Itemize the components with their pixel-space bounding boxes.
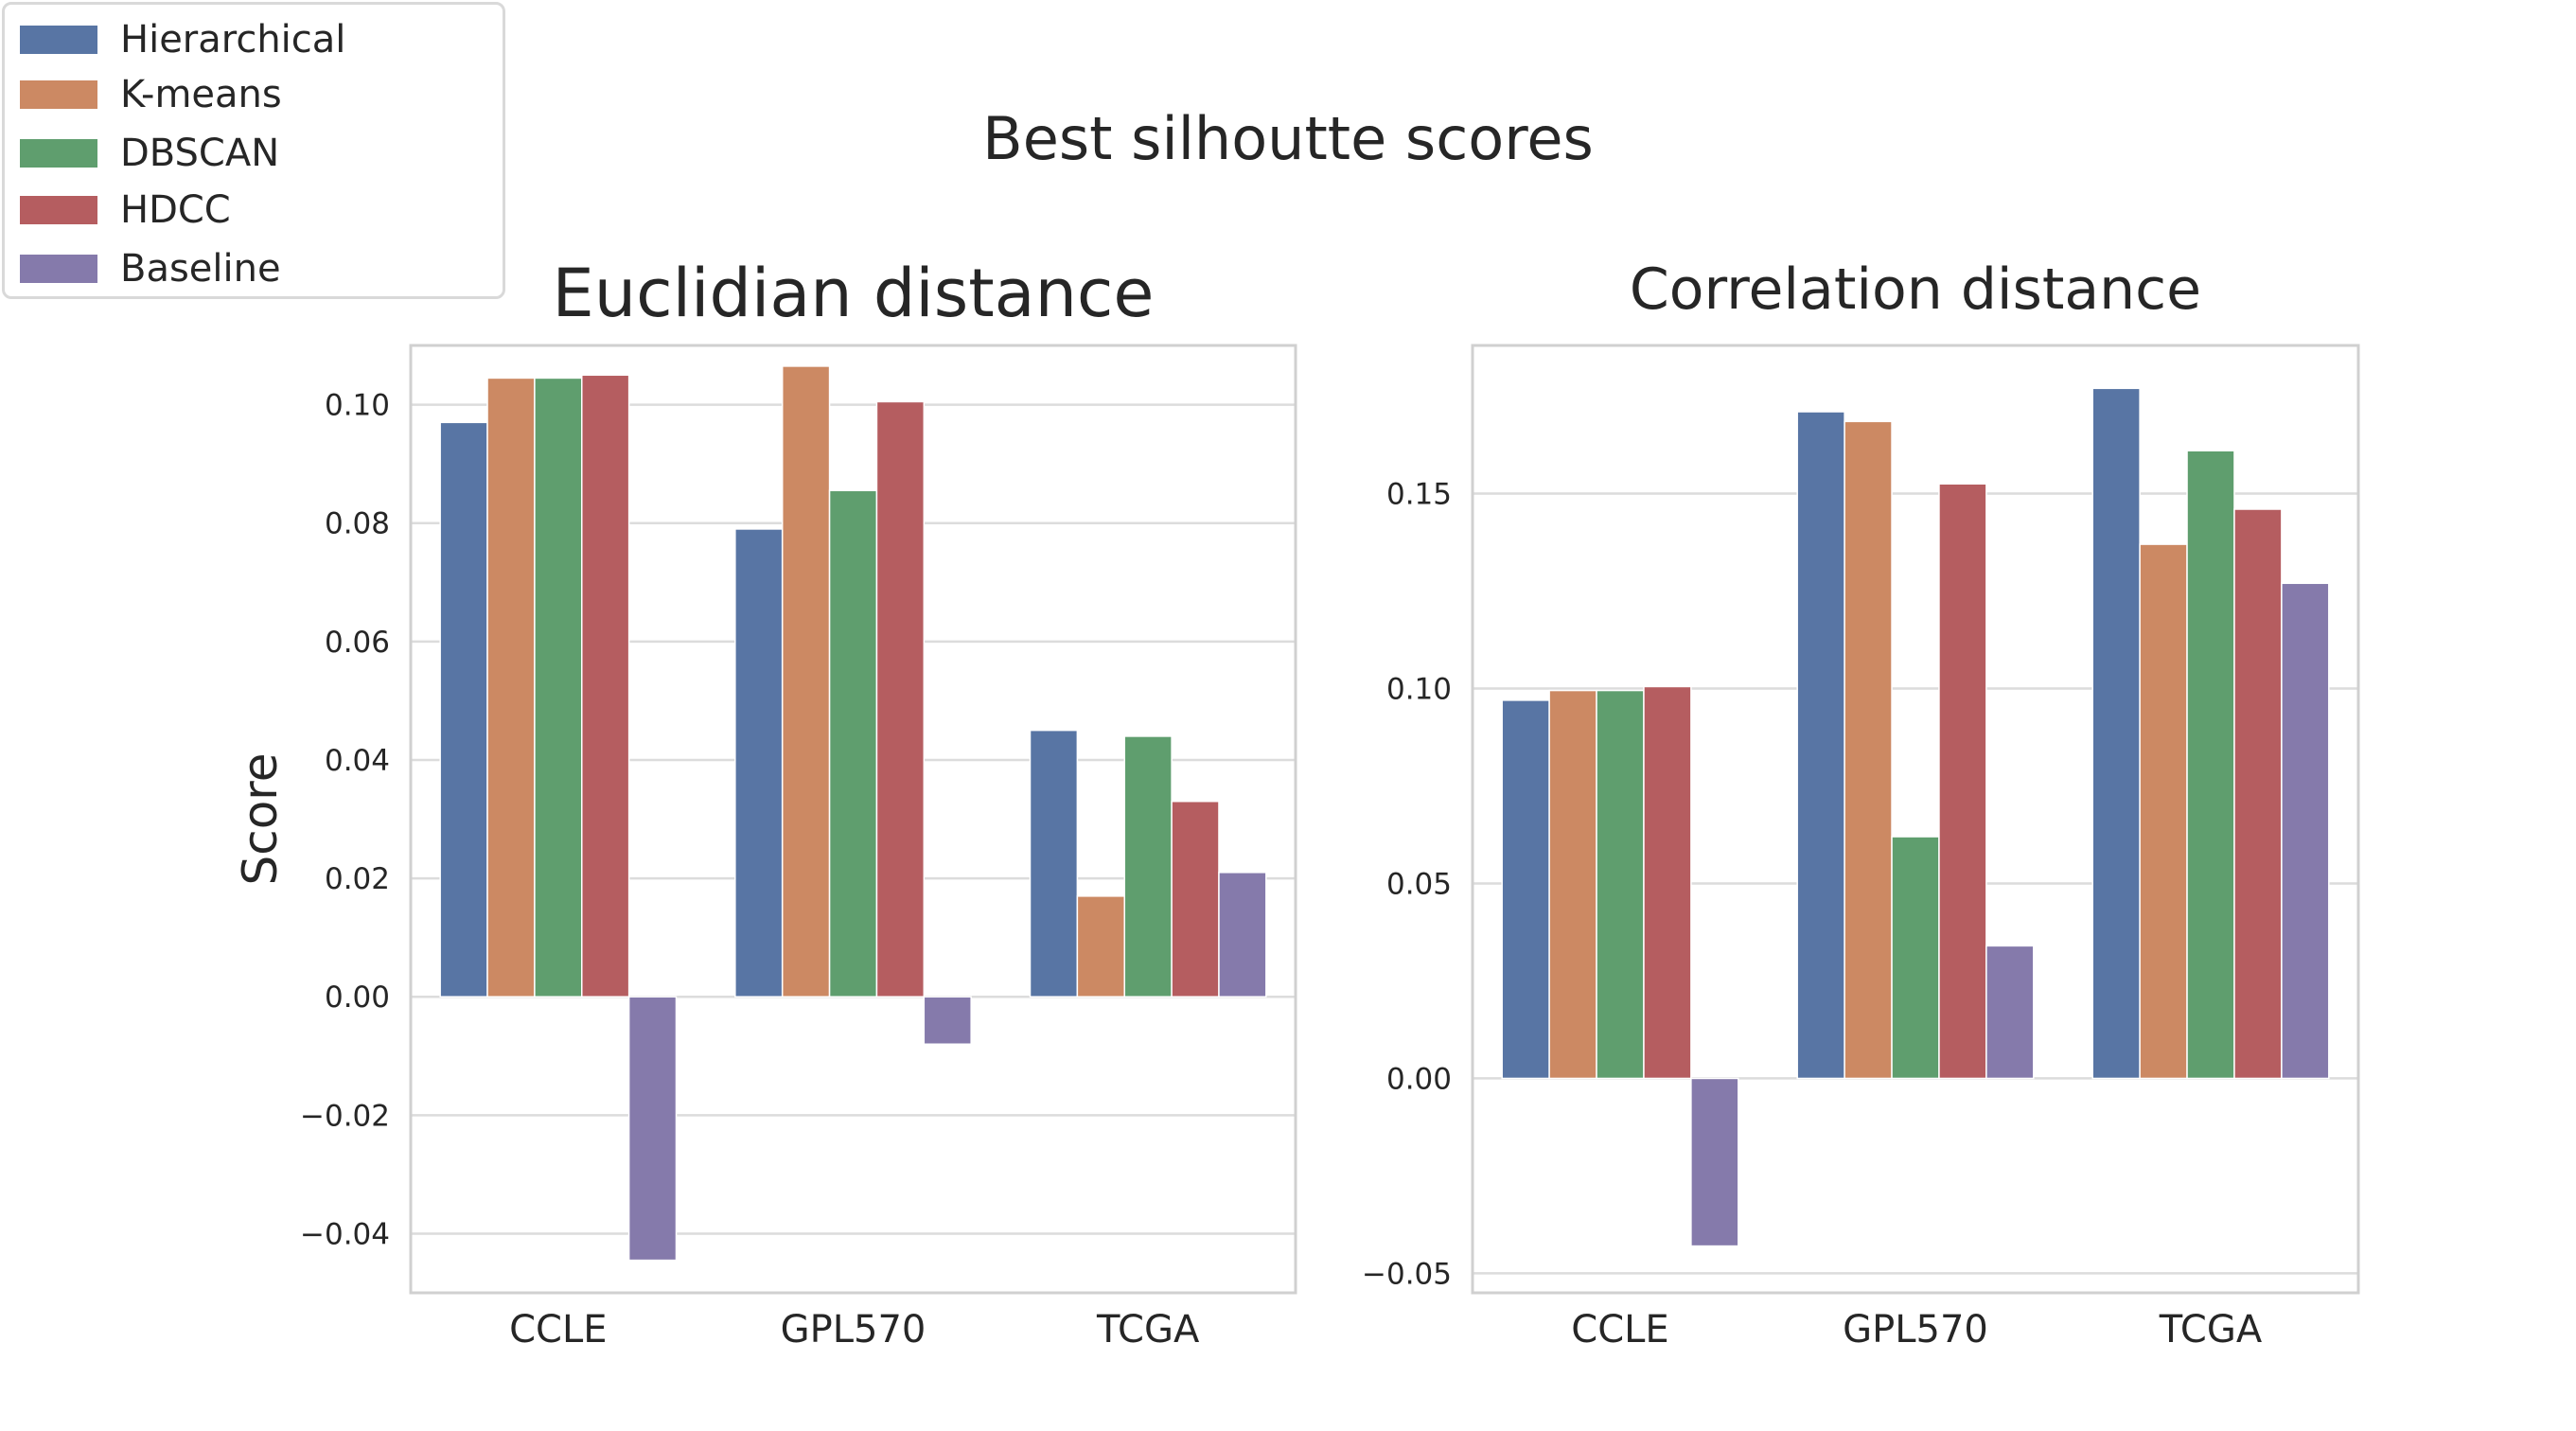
panel-1-frame — [409, 344, 1297, 1295]
panel-1-bar-k-means-gpl570 — [781, 365, 831, 998]
panel-1-ylabel: Score — [233, 752, 288, 885]
panel-2-xtick-label: GPL570 — [1843, 1308, 1988, 1352]
panel-2-ytick-label: 0.10 — [1386, 673, 1452, 707]
panel-2-xtick-label: TCGA — [2159, 1308, 2263, 1352]
panel-1-bar-hdcc-gpl570 — [875, 400, 926, 998]
panel-1-bar-dbscan-gpl570 — [828, 489, 878, 998]
panel-1-bar-hdcc-tcga — [1171, 800, 1220, 998]
panel-1-title: Euclidian distance — [553, 255, 1155, 332]
panel-2-ytick-label: 0.00 — [1386, 1062, 1452, 1096]
panel-2-bar-hdcc-ccle — [1643, 685, 1692, 1080]
panel-1-ytick-label: 0.10 — [325, 389, 390, 423]
panel-1-ytick-label: 0.00 — [325, 980, 390, 1015]
legend-label: Baseline — [120, 247, 281, 291]
panel-2-bar-hierarchical-gpl570 — [1796, 411, 1845, 1080]
panel-2-frame — [1471, 344, 2360, 1295]
panel-2-bar-hdcc-gpl570 — [1938, 483, 1987, 1080]
panel-1-ytick-label: 0.04 — [325, 744, 390, 778]
panel-1-bar-hierarchical-tcga — [1029, 729, 1079, 998]
legend-swatch — [20, 196, 97, 224]
panel-1-xtick-label: TCGA — [1096, 1308, 1200, 1352]
panel-1-bar-baseline-ccle — [627, 996, 678, 1262]
panel-1-bar-baseline-gpl570 — [923, 996, 972, 1045]
panel-2-ytick-label: 0.15 — [1386, 478, 1452, 512]
panel-1-bar-baseline-tcga — [1218, 872, 1267, 998]
panel-1-bar-hierarchical-gpl570 — [734, 528, 784, 998]
legend-item-hdcc: HDCC — [20, 186, 231, 234]
panel-1-xtick-label: GPL570 — [781, 1308, 926, 1352]
panel-2-ytick-label: 0.05 — [1386, 867, 1452, 901]
panel-2-title: Correlation distance — [1630, 256, 2201, 323]
panel-2-ytick-label: −0.05 — [1362, 1257, 1452, 1291]
panel-2-bar-baseline-gpl570 — [1985, 945, 2035, 1080]
panel-1-ytick-label: −0.02 — [300, 1099, 390, 1133]
figure-suptitle: Best silhoutte scores — [982, 104, 1594, 173]
panel-1-ytick-label: 0.06 — [325, 626, 390, 660]
legend-item-baseline: Baseline — [20, 245, 281, 292]
panel-2-bar-dbscan-tcga — [2186, 450, 2235, 1080]
panel-1-xtick-label: CCLE — [509, 1308, 607, 1352]
legend-swatch — [20, 80, 97, 109]
panel-1-bar-hierarchical-ccle — [439, 421, 488, 998]
panel-2-xtick-label: CCLE — [1571, 1308, 1668, 1352]
panel-1-bar-k-means-tcga — [1076, 895, 1125, 998]
legend-label: K-means — [120, 73, 282, 116]
panel-1-bar-k-means-ccle — [486, 377, 536, 998]
panel-1-ytick-label: 0.08 — [325, 507, 390, 541]
panel-2-bar-hierarchical-tcga — [2091, 387, 2141, 1080]
panel-1-ytick-label: 0.02 — [325, 862, 390, 896]
legend-label: HDCC — [120, 188, 231, 232]
panel-2-bar-k-means-tcga — [2139, 543, 2188, 1080]
panel-1-bar-dbscan-tcga — [1123, 735, 1173, 998]
legend-item-k-means: K-means — [20, 71, 282, 118]
legend-item-hierarchical: Hierarchical — [20, 16, 345, 63]
panel-2-bar-dbscan-gpl570 — [1891, 836, 1940, 1080]
panel-1-ytick-label: −0.04 — [300, 1217, 390, 1251]
panel-2-bar-baseline-ccle — [1690, 1077, 1739, 1247]
panel-2-bar-dbscan-ccle — [1596, 689, 1645, 1080]
panel-1-bar-hdcc-ccle — [581, 374, 630, 998]
panel-2-bar-hierarchical-ccle — [1501, 699, 1550, 1080]
panel-1-bar-dbscan-ccle — [534, 377, 583, 998]
legend-label: Hierarchical — [120, 18, 346, 62]
legend-swatch — [20, 26, 97, 54]
panel-2-bar-hdcc-tcga — [2233, 508, 2283, 1080]
legend-label: DBSCAN — [120, 132, 280, 175]
panel-2-bar-baseline-tcga — [2281, 582, 2330, 1080]
panel-2-bar-k-means-gpl570 — [1844, 420, 1893, 1080]
legend-item-dbscan: DBSCAN — [20, 130, 279, 177]
legend-swatch — [20, 255, 97, 283]
legend-swatch — [20, 139, 97, 168]
panel-2-bar-k-means-ccle — [1548, 689, 1597, 1080]
legend: Hierarchical K-means DBSCAN HDCC Baselin… — [2, 2, 505, 299]
